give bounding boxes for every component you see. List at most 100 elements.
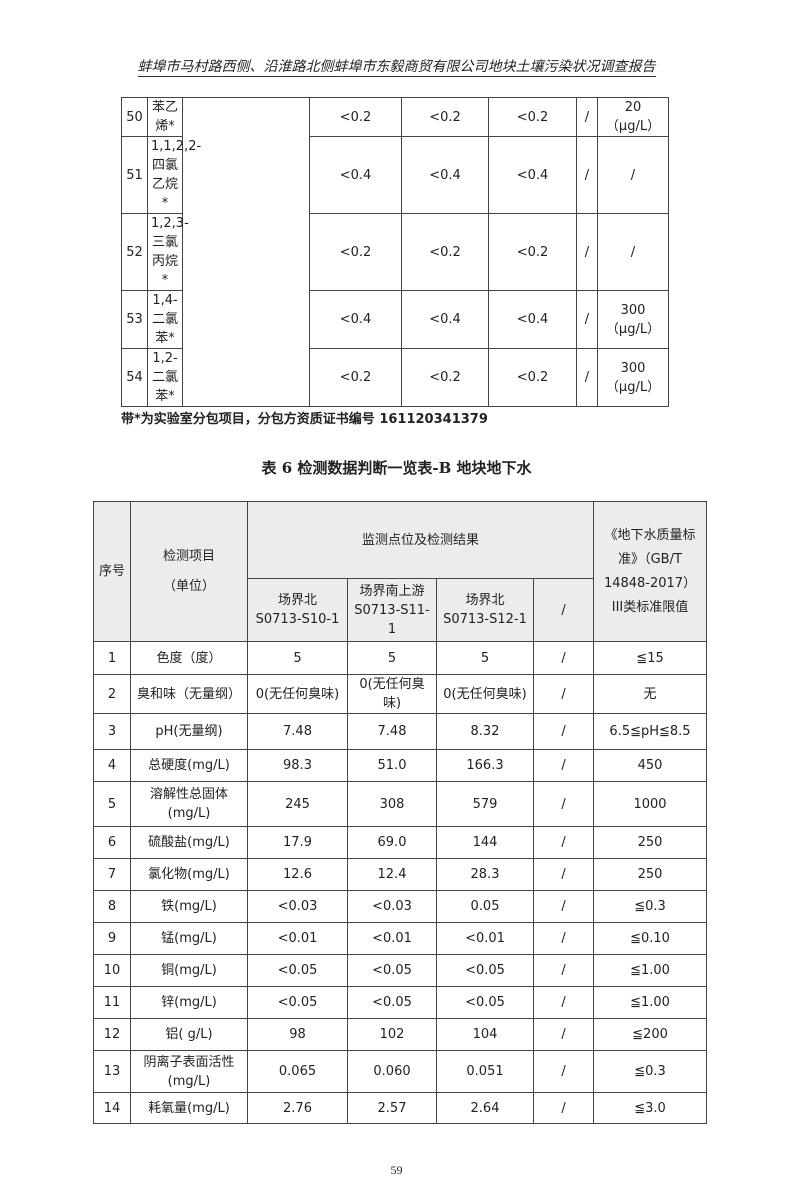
cell-v4: / — [576, 97, 598, 137]
cell-std: ≦1.00 — [593, 986, 708, 1019]
table-row: 5 溶解性总固体(mg/L) 245 308 579/1000 — [93, 781, 708, 827]
cell-v2: 5 — [347, 641, 437, 675]
cell-v1: <0.03 — [247, 890, 348, 923]
cell-v4: / — [532, 674, 595, 714]
table-row: 53 1,4-二氯苯* <0.4 <0.4 <0.4/300（μg/L） — [121, 290, 669, 349]
cell-v1: 12.6 — [247, 858, 348, 891]
cell-v2: <0.2 — [401, 97, 489, 137]
cell-no: 53 — [121, 290, 148, 349]
table-row: 6 硫酸盐(mg/L) 17.9 69.0 144/250 — [93, 826, 708, 859]
cell-v4: / — [576, 290, 598, 349]
cell-std: 300（μg/L） — [597, 348, 669, 407]
cell-v1: <0.4 — [309, 136, 402, 214]
merged-category-cell — [182, 97, 310, 407]
table-row: 51 1,1,2,2-四氯乙烷* <0.4 <0.4 <0.4// — [121, 136, 669, 214]
table-row: 54 1,2-二氯苯* <0.2 <0.2 <0.2/300（μg/L） — [121, 348, 669, 407]
cell-v1: <0.4 — [309, 290, 402, 349]
cell-v4: / — [532, 954, 595, 987]
cell-v4: / — [532, 986, 595, 1019]
cell-v1: <0.2 — [309, 97, 402, 137]
cell-no: 7 — [93, 858, 131, 891]
cell-v3: <0.05 — [436, 954, 534, 987]
cell-v2: <0.01 — [347, 922, 437, 955]
header-point-4: / — [532, 578, 595, 642]
cell-v4: / — [576, 136, 598, 214]
cell-v1: 98 — [247, 1018, 348, 1051]
header-group: 监测点位及检测结果 — [246, 501, 595, 579]
cell-v4: / — [532, 890, 595, 923]
cell-item: 阴离子表面活性(mg/L) — [130, 1050, 248, 1093]
cell-no: 6 — [93, 826, 131, 859]
cell-item: 总硬度(mg/L) — [130, 749, 248, 782]
cell-std: 250 — [593, 858, 708, 891]
cell-std: / — [597, 213, 669, 291]
header-text: 蚌埠市马村路西侧、沿淮路北侧蚌埠市东毅商贸有限公司地块土壤污染状况调查报告 — [137, 59, 656, 77]
cell-std: ≦1.00 — [593, 954, 708, 987]
cell-v1: 0(无任何臭味) — [247, 674, 348, 714]
cell-v2: 102 — [347, 1018, 437, 1051]
cell-v2: <0.4 — [401, 136, 489, 214]
groundwater-table: 序号 检测项目 （单位） 监测点位及检测结果 《地下水质量标准》（GB/T 14… — [93, 501, 708, 1124]
cell-item: 苯乙烯* — [147, 97, 183, 137]
cell-v4: / — [532, 858, 595, 891]
cell-std: / — [597, 136, 669, 214]
cell-no: 1 — [93, 641, 131, 675]
header-point-1: 场界北 S0713-S10-1 — [247, 578, 348, 642]
cell-v3: 144 — [436, 826, 534, 859]
cell-item: 耗氧量(mg/L) — [130, 1092, 248, 1124]
cell-v1: <0.05 — [247, 986, 348, 1019]
table-row: 12 铝( g/L) 98 102 104/≦200 — [93, 1018, 708, 1051]
table-row: 4 总硬度(mg/L) 98.3 51.0 166.3/450 — [93, 749, 708, 782]
cell-v1: 7.48 — [247, 713, 348, 750]
cell-v2: <0.03 — [347, 890, 437, 923]
cell-v3: <0.05 — [436, 986, 534, 1019]
cell-v3: 0.051 — [436, 1050, 534, 1093]
cell-v4: / — [532, 713, 595, 750]
cell-item: 1,1,2,2-四氯乙烷* — [147, 136, 201, 214]
cell-item: 铁(mg/L) — [130, 890, 248, 923]
header-point-3: 场界北 S0713-S12-1 — [436, 578, 534, 642]
cell-v4: / — [532, 781, 595, 827]
cell-v3: 5 — [436, 641, 534, 675]
cell-v2: <0.05 — [347, 986, 437, 1019]
cell-v1: 17.9 — [247, 826, 348, 859]
cell-item: 1,4-二氯苯* — [147, 290, 183, 349]
cell-no: 4 — [93, 749, 131, 782]
cell-item: 色度（度） — [130, 641, 248, 675]
footnote: 带*为实验室分包项目，分包方资质证书编号 161120341379 — [121, 412, 488, 427]
cell-item: 硫酸盐(mg/L) — [130, 826, 248, 859]
cell-v1: 0.065 — [247, 1050, 348, 1093]
cell-v1: <0.2 — [309, 213, 402, 291]
cell-no: 10 — [93, 954, 131, 987]
cell-v2: <0.2 — [401, 213, 489, 291]
cell-v3: <0.4 — [488, 290, 577, 349]
table-row: 7 氯化物(mg/L) 12.6 12.4 28.3/250 — [93, 858, 708, 891]
cell-v4: / — [532, 1092, 595, 1124]
cell-v2: <0.05 — [347, 954, 437, 987]
cell-no: 3 — [93, 713, 131, 750]
cell-no: 54 — [121, 348, 148, 407]
cell-no: 52 — [121, 213, 148, 291]
cell-v2: 308 — [347, 781, 437, 827]
table-row: 1 色度（度） 5 5 5/≦15 — [93, 641, 708, 675]
cell-v2: 0(无任何臭味) — [347, 674, 437, 714]
cell-v2: 51.0 — [347, 749, 437, 782]
cell-v4: / — [532, 922, 595, 955]
cell-v4: / — [532, 749, 595, 782]
cell-v2: 2.57 — [347, 1092, 437, 1124]
table-row: 8 铁(mg/L) <0.03 <0.03 0.05/≦0.3 — [93, 890, 708, 923]
cell-v3: 166.3 — [436, 749, 534, 782]
table-row: 13 阴离子表面活性(mg/L) 0.065 0.060 0.051/≦0.3 — [93, 1050, 708, 1093]
cell-v4: / — [532, 641, 595, 675]
cell-no: 51 — [121, 136, 148, 214]
table-row: 3 pH(无量纲) 7.48 7.48 8.32/6.5≦pH≦8.5 — [93, 713, 708, 750]
table-row: 10 铜(mg/L) <0.05 <0.05 <0.05/≦1.00 — [93, 954, 708, 987]
cell-v2: 0.060 — [347, 1050, 437, 1093]
cell-v1: 98.3 — [247, 749, 348, 782]
cell-std: 300（μg/L） — [597, 290, 669, 349]
table-title: 表 6 检测数据判断一览表-B 地块地下水 — [261, 459, 532, 477]
cell-v1: 2.76 — [247, 1092, 348, 1124]
cell-v3: <0.01 — [436, 922, 534, 955]
header-item: 检测项目 （单位） — [130, 501, 248, 642]
cell-item: 1,2-二氯苯* — [147, 348, 183, 407]
